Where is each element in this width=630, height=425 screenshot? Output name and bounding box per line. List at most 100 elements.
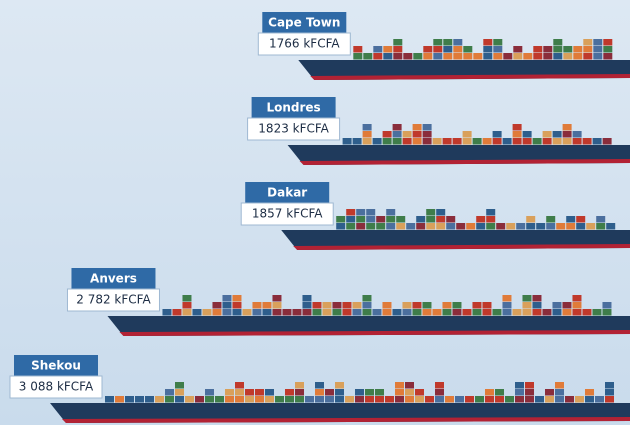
container <box>392 124 402 131</box>
container <box>383 46 393 53</box>
container <box>422 124 432 131</box>
container <box>402 302 412 309</box>
container <box>413 53 423 60</box>
container <box>585 396 594 403</box>
container <box>295 382 304 389</box>
container <box>392 309 402 316</box>
container <box>526 223 536 230</box>
container <box>435 396 444 403</box>
container <box>395 396 404 403</box>
container <box>382 302 392 309</box>
container <box>225 389 234 396</box>
container <box>492 309 502 316</box>
container <box>295 396 304 403</box>
container <box>482 309 492 316</box>
container <box>302 309 312 316</box>
container <box>346 223 356 230</box>
container <box>466 223 476 230</box>
container <box>596 223 606 230</box>
container <box>125 396 134 403</box>
container <box>356 209 366 216</box>
container <box>533 46 543 53</box>
container <box>393 39 403 46</box>
container <box>462 309 472 316</box>
container <box>462 131 472 138</box>
container <box>433 39 443 46</box>
hull-stripe <box>299 159 630 165</box>
container <box>265 396 274 403</box>
container <box>443 46 453 53</box>
container <box>315 389 324 396</box>
container <box>602 138 612 145</box>
label-header <box>71 268 156 289</box>
label-box <box>247 117 341 141</box>
container <box>492 131 502 138</box>
container <box>495 396 504 403</box>
container <box>582 138 592 145</box>
container <box>402 138 412 145</box>
label-header <box>14 355 98 376</box>
container <box>222 302 232 309</box>
container <box>472 138 482 145</box>
label-header <box>245 182 330 203</box>
container <box>563 46 573 53</box>
container <box>322 302 332 309</box>
container <box>475 396 484 403</box>
container <box>573 46 583 53</box>
container <box>235 396 244 403</box>
container <box>555 389 564 396</box>
container <box>402 131 412 138</box>
container <box>265 389 274 396</box>
container <box>423 46 433 53</box>
container <box>315 382 324 389</box>
category-label: Anvers <box>90 272 137 286</box>
container <box>412 302 422 309</box>
container <box>493 53 503 60</box>
container <box>382 131 392 138</box>
ship <box>298 39 630 80</box>
container <box>443 39 453 46</box>
container <box>262 309 272 316</box>
container <box>483 39 493 46</box>
container <box>215 396 224 403</box>
container <box>552 309 562 316</box>
container <box>332 302 342 309</box>
container <box>486 209 496 216</box>
container <box>272 295 282 302</box>
container <box>315 396 324 403</box>
container <box>372 138 382 145</box>
container <box>255 389 264 396</box>
ship <box>287 124 630 165</box>
container <box>222 295 232 302</box>
container <box>523 53 533 60</box>
container <box>386 209 396 216</box>
container <box>563 53 573 60</box>
container <box>513 46 523 53</box>
container <box>583 46 593 53</box>
value-label: 1857 kFCFA <box>252 207 323 221</box>
container <box>362 131 372 138</box>
container <box>182 295 192 302</box>
container <box>552 131 562 138</box>
container <box>275 396 284 403</box>
container <box>446 216 456 223</box>
container <box>292 309 302 316</box>
container <box>373 46 383 53</box>
container <box>562 124 572 131</box>
container <box>483 53 493 60</box>
container <box>212 302 222 309</box>
ship <box>107 295 630 336</box>
container <box>362 295 372 302</box>
container <box>352 302 362 309</box>
container <box>512 309 522 316</box>
container <box>422 131 432 138</box>
container <box>345 396 354 403</box>
container <box>586 223 596 230</box>
container <box>575 396 584 403</box>
container <box>603 46 613 53</box>
container <box>172 309 182 316</box>
container <box>285 396 294 403</box>
container <box>403 53 413 60</box>
container <box>542 138 552 145</box>
container <box>452 309 462 316</box>
